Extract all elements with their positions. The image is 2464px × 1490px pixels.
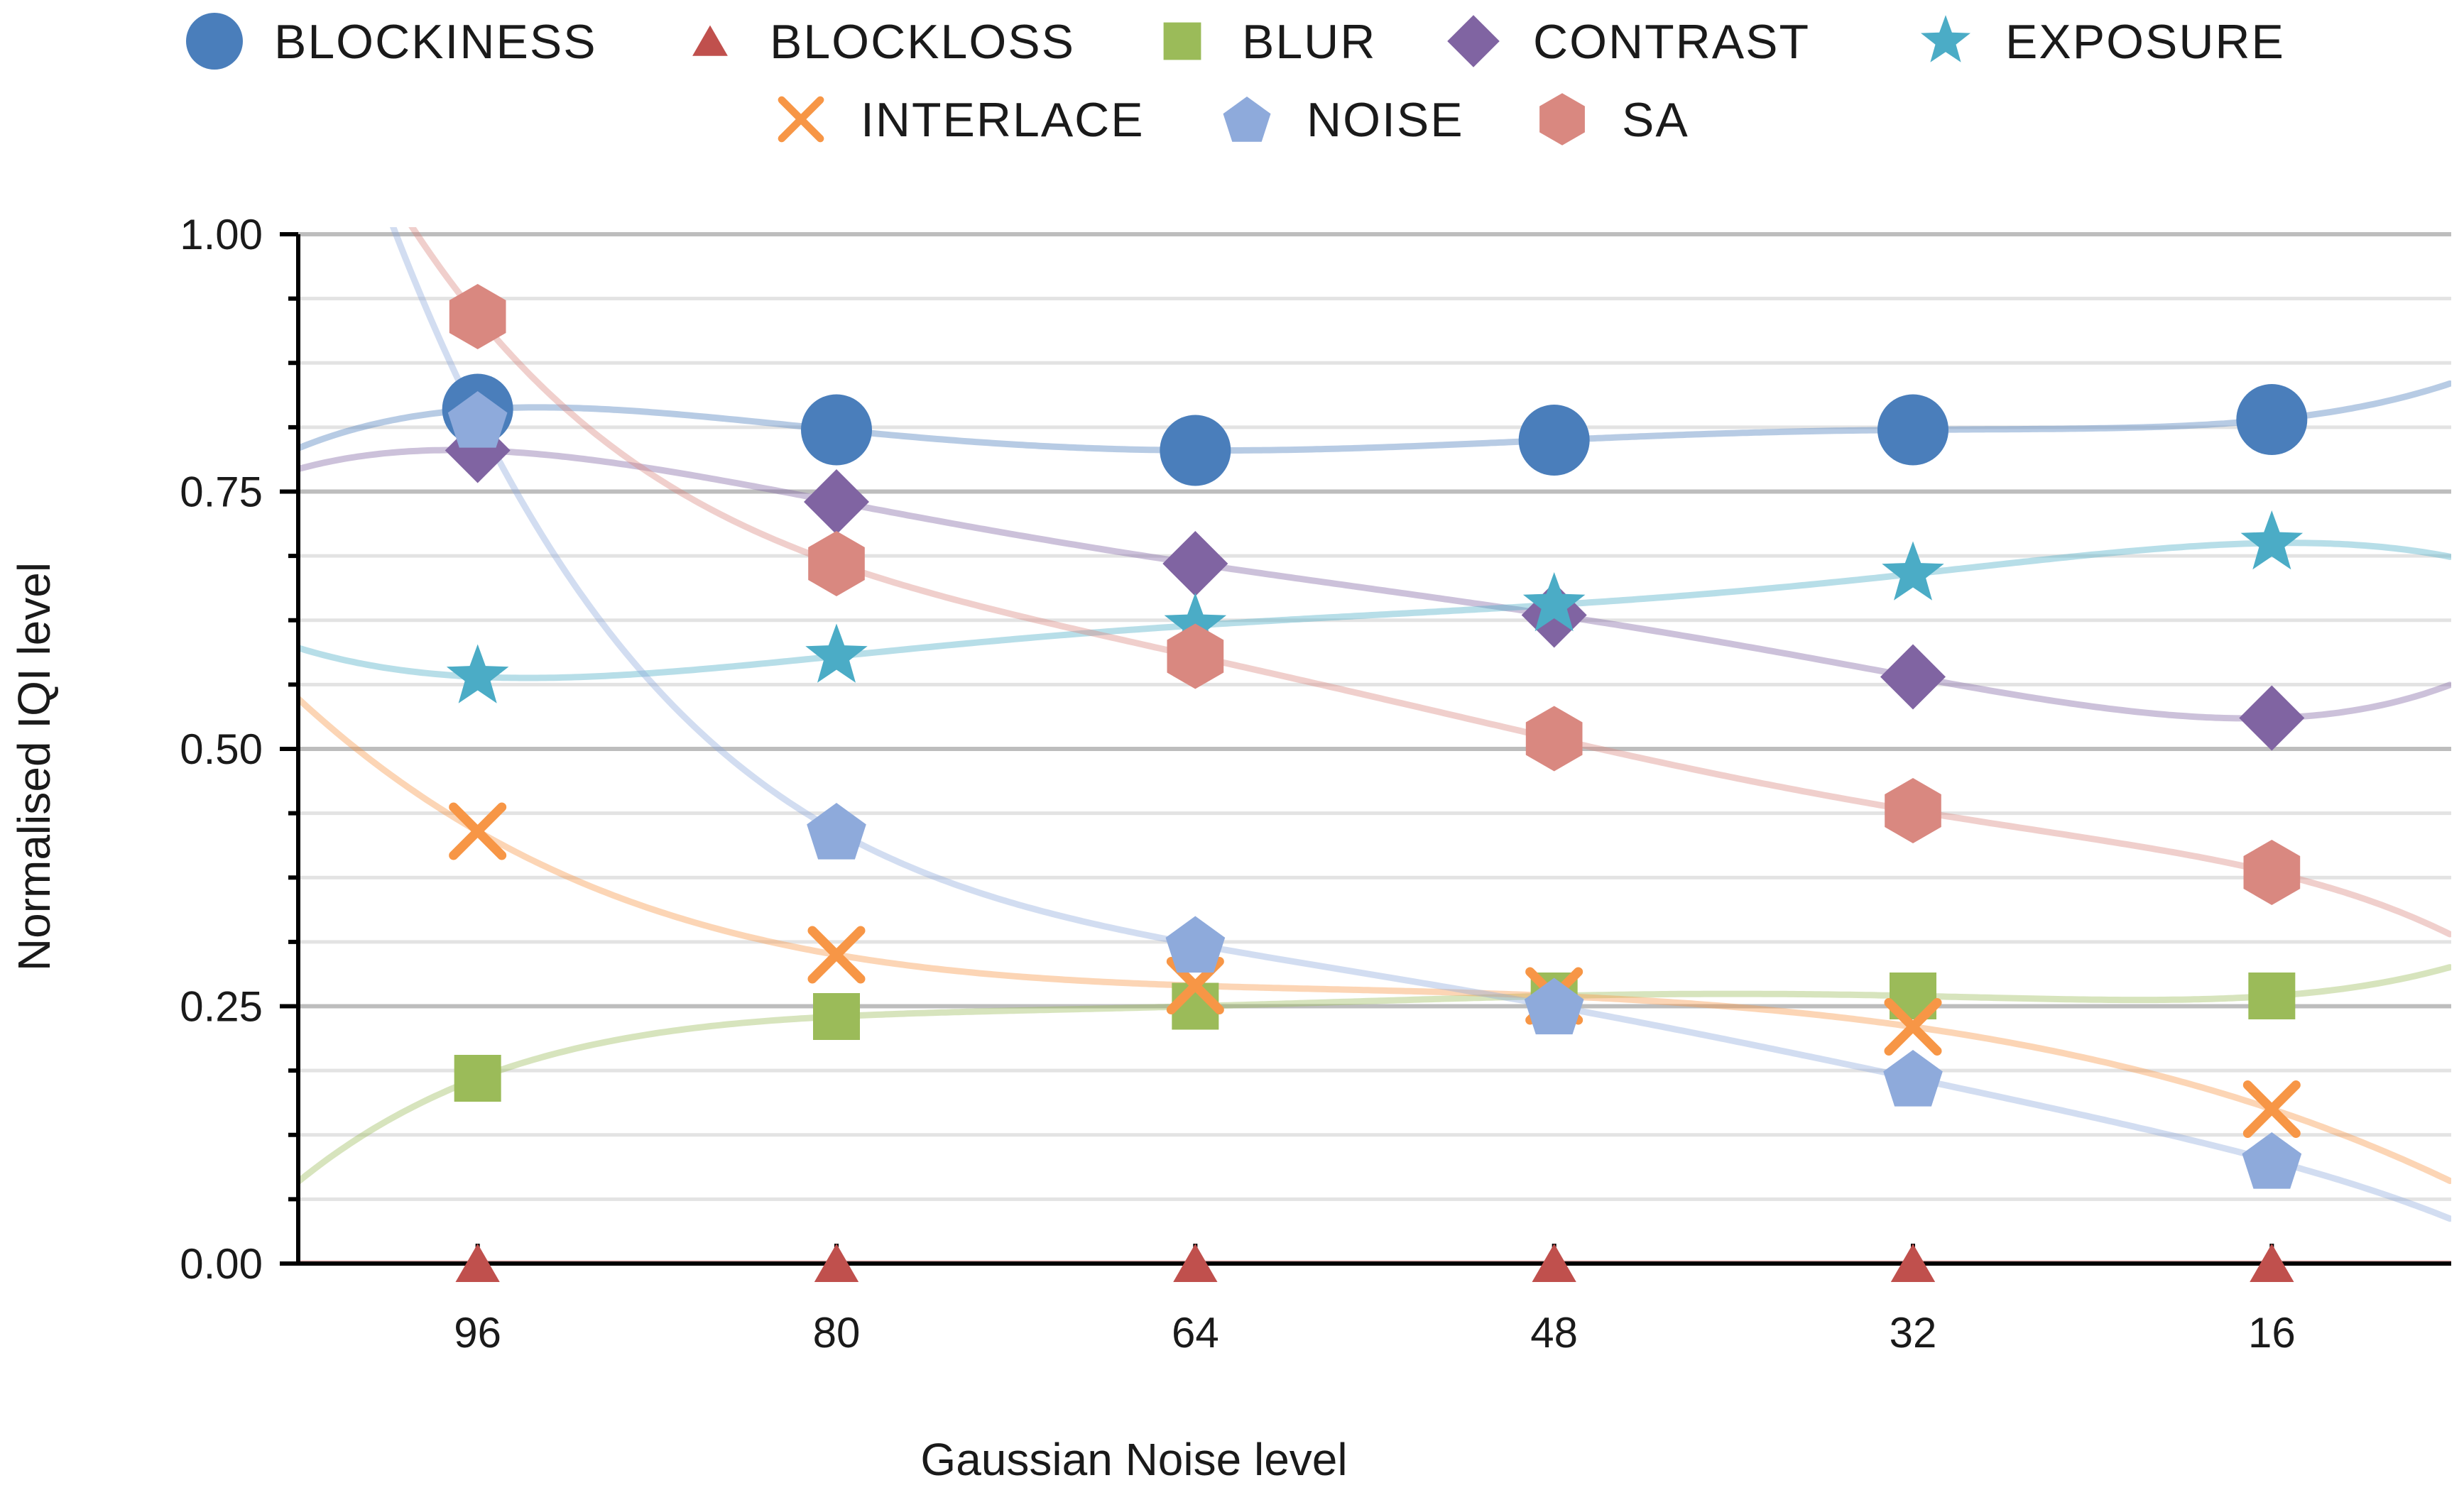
data-point-blur (813, 993, 860, 1040)
data-point-noise (1883, 1050, 1943, 1107)
data-point-blockloss (1532, 1244, 1576, 1282)
data-point-blockiness (1518, 405, 1590, 476)
data-point-blockloss (1173, 1244, 1218, 1282)
circle-legend-icon (186, 13, 243, 70)
data-point-interlace (2242, 1080, 2301, 1138)
legend-item-contrast: CONTRAST (1447, 15, 1810, 69)
legend-label: BLOCKINESS (274, 15, 597, 69)
legend-item-interlace: INTERLACE (778, 93, 1145, 147)
data-point-blockiness (1877, 394, 1948, 466)
x-axis-title: Gaussian Noise level (920, 1434, 1347, 1485)
x-legend-icon (778, 96, 824, 143)
trend-line-blockiness (298, 380, 2451, 454)
data-point-exposure (446, 644, 509, 703)
data-point-blur (2248, 973, 2296, 1019)
data-point-blockiness (801, 394, 872, 466)
y-tick-label: 0.50 (180, 725, 263, 773)
trend-line-blur (298, 964, 2451, 1185)
trend-line-noise (389, 227, 2451, 1222)
data-point-noise (807, 803, 866, 860)
legend-item-blockiness: BLOCKINESS (186, 13, 597, 70)
data-point-exposure (1522, 572, 1586, 632)
legend-label: BLOCKLOSS (770, 15, 1075, 69)
y-tick-label: 0.75 (180, 469, 263, 516)
trend-lines (298, 227, 2451, 1264)
data-point-blockiness (1160, 415, 1231, 486)
legend: BLOCKINESS BLOCKLOSS BLUR CONTRAST EXPOSURE I… (186, 13, 2285, 147)
pentagon-legend-icon (1223, 97, 1271, 142)
x-tick-label: 16 (2248, 1309, 2296, 1357)
diamond-legend-icon (1447, 15, 1500, 67)
axes: 0.00 0.25 0.50 0.75 1.00 96 80 64 48 32 16 (180, 211, 2451, 1357)
legend-label: SA (1622, 93, 1689, 147)
data-point-blockloss (455, 1244, 500, 1282)
data-point-sa (2243, 840, 2301, 905)
data-point-interlace (1884, 998, 1942, 1056)
data-point-blockiness (2236, 384, 2308, 455)
legend-label: EXPOSURE (2005, 15, 2285, 69)
legend-label: INTERLACE (861, 93, 1145, 147)
data-point-exposure (1164, 593, 1227, 652)
data-markers (442, 284, 2308, 1282)
triangle-legend-icon (692, 25, 728, 56)
star-legend-icon (1921, 15, 1970, 62)
data-point-blur (454, 1055, 501, 1102)
data-point-blockloss (1890, 1244, 1936, 1282)
x-tick-label: 96 (454, 1309, 501, 1357)
data-point-sa (808, 531, 865, 596)
trend-line-interlace (298, 695, 2451, 1184)
x-tick-label: 48 (1530, 1309, 1578, 1357)
data-point-sa (449, 284, 506, 349)
data-point-noise (1165, 916, 1226, 973)
trend-line-contrast (298, 447, 2451, 722)
data-point-noise (447, 391, 508, 448)
x-tick-label: 32 (1890, 1309, 1937, 1357)
y-tick-label: 0.25 (180, 983, 263, 1031)
x-tick-label: 64 (1172, 1309, 1219, 1357)
data-point-interlace (449, 802, 507, 860)
legend-label: CONTRAST (1533, 15, 1810, 69)
data-point-sa (1885, 778, 1941, 843)
data-point-contrast (1162, 531, 1228, 596)
legend-item-exposure: EXPOSURE (1921, 15, 2285, 69)
data-point-sa (1525, 706, 1583, 772)
data-point-noise (2242, 1132, 2302, 1189)
grid (298, 232, 2451, 1201)
trend-line-exposure (298, 539, 2451, 681)
data-point-sa (1167, 623, 1224, 689)
data-point-blockloss (2250, 1244, 2294, 1282)
data-point-exposure (2240, 510, 2304, 570)
data-point-exposure (805, 623, 868, 683)
data-point-contrast (1880, 644, 1946, 710)
legend-item-blur: BLUR (1163, 15, 1376, 69)
square-legend-icon (1163, 22, 1201, 60)
data-point-contrast (804, 469, 869, 535)
data-point-exposure (1882, 541, 1944, 601)
data-point-interlace (807, 926, 866, 984)
y-tick-label: 0.00 (180, 1240, 263, 1288)
hexagon-legend-icon (1539, 93, 1585, 146)
legend-item-blockloss: BLOCKLOSS (692, 15, 1075, 69)
legend-label: NOISE (1307, 93, 1464, 147)
trend-line-sa (408, 227, 2451, 938)
legend-item-noise: NOISE (1223, 93, 1464, 147)
y-axis-title: Normalised IQI level (9, 562, 60, 971)
data-point-noise (1524, 977, 1584, 1035)
y-tick-label: 1.00 (180, 211, 263, 258)
data-point-blockloss (814, 1244, 859, 1282)
legend-label: BLUR (1242, 15, 1376, 69)
legend-item-sa: SA (1539, 93, 1689, 147)
data-point-contrast (2239, 685, 2305, 751)
x-tick-label: 80 (813, 1309, 861, 1357)
